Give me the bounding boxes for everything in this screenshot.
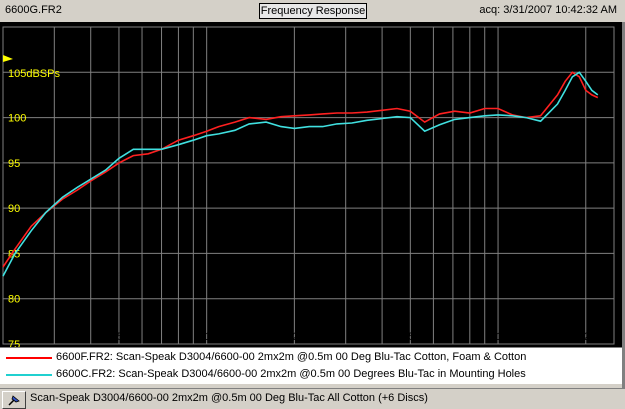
y-tick-label: 95 xyxy=(8,158,20,170)
legend-swatch-1 xyxy=(6,357,52,359)
legend-swatch-2 xyxy=(6,374,52,376)
x-tick-label: 1k xyxy=(205,331,217,343)
reference-label: 105dBSPs xyxy=(8,68,60,80)
x-tick-label: 500 xyxy=(117,331,135,343)
frequency-response-plot[interactable]: 105dBSPs 100 95 90 85 80 75 200 500 1k 2k 5k 10k 20k xyxy=(0,22,622,347)
y-tick-label: 80 xyxy=(8,294,20,306)
y-tick-label: 100 xyxy=(8,113,26,125)
x-tick-label: 200 xyxy=(5,331,23,343)
x-tick-label: 2k xyxy=(292,331,304,343)
plot-frame xyxy=(2,26,615,345)
x-tick-label: 10k xyxy=(496,331,514,343)
file-name: 6600G.FR2 xyxy=(5,4,62,16)
pin-button[interactable] xyxy=(2,391,26,409)
pin-icon xyxy=(8,395,20,406)
status-text: Scan-Speak D3004/6600-00 2mx2m @0.5m 00 … xyxy=(30,392,428,404)
series-line-2 xyxy=(2,71,599,277)
status-bar: Scan-Speak D3004/6600-00 2mx2m @0.5m 00 … xyxy=(0,388,625,409)
y-tick-label: 90 xyxy=(8,203,20,215)
x-tick-label: 20k xyxy=(584,331,602,343)
view-title-button[interactable]: Frequency Response xyxy=(259,3,367,19)
legend-row-2[interactable]: 6600C.FR2: Scan-Speak D3004/6600-00 2mx2… xyxy=(0,366,622,383)
title-bar: 6600G.FR2 Frequency Response acq: 3/31/2… xyxy=(0,0,625,22)
legend-label-1: 6600F.FR2: Scan-Speak D3004/6600-00 2mx2… xyxy=(56,351,527,363)
reference-marker xyxy=(3,55,13,62)
legend-row-1[interactable]: 6600F.FR2: Scan-Speak D3004/6600-00 2mx2… xyxy=(0,349,622,366)
legend-label-2: 6600C.FR2: Scan-Speak D3004/6600-00 2mx2… xyxy=(56,368,526,380)
acquisition-timestamp: acq: 3/31/2007 10:42:32 AM xyxy=(479,4,617,16)
right-edge xyxy=(622,22,625,388)
legend: 6600F.FR2: Scan-Speak D3004/6600-00 2mx2… xyxy=(0,347,622,384)
x-tick-label: 5k xyxy=(408,331,420,343)
y-tick-label: 75 xyxy=(8,339,20,347)
series-line-1 xyxy=(2,71,599,268)
